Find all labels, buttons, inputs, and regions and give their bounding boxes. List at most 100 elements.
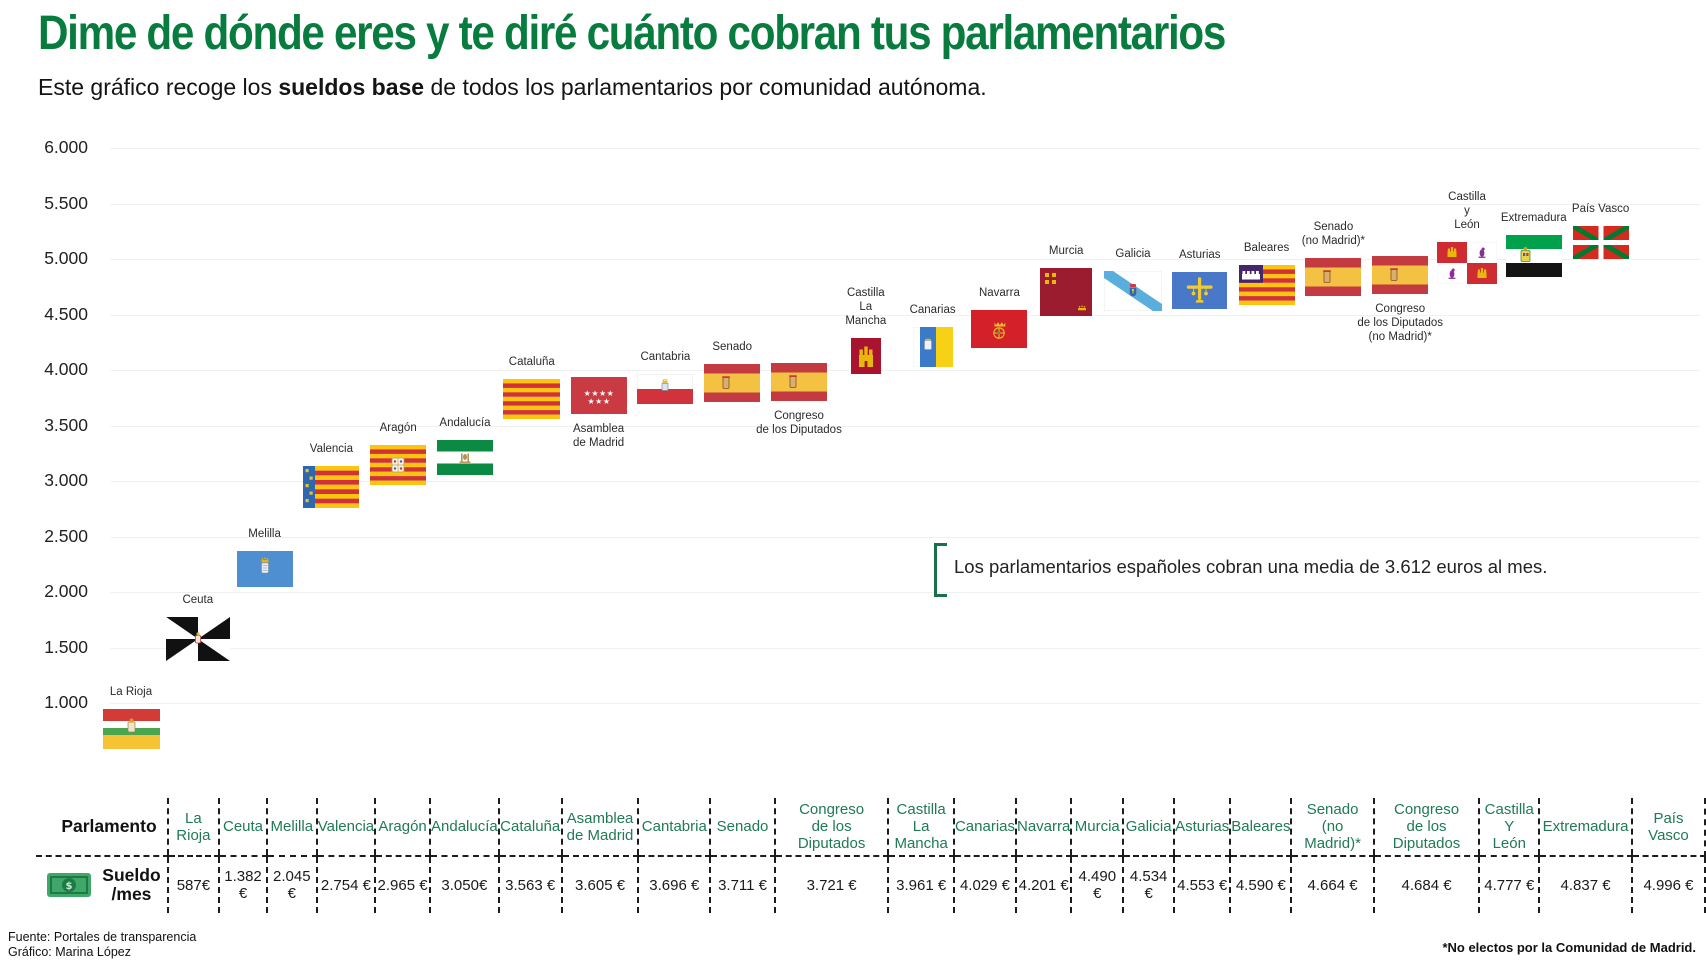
table-col-header: País Vasco <box>1630 798 1706 857</box>
table-cell-salary: 2.965 € <box>374 856 430 913</box>
annotation-text: Los parlamentarios españoles cobran una … <box>954 556 1548 577</box>
baleares-flag-icon <box>1238 264 1295 305</box>
table-col-header: Galicia <box>1122 798 1175 857</box>
table-col-header: Asamblea de Madrid <box>560 798 639 857</box>
footnote: *No electos por la Comunidad de Madrid. <box>1442 940 1696 955</box>
table-col-header: Andalucía <box>429 798 499 857</box>
castilla-la-mancha-flag-icon <box>850 338 881 375</box>
table-row-header-sueldo: $ Sueldo /mes <box>36 856 168 913</box>
aragon-flag-icon <box>370 444 427 485</box>
asturias-flag-icon <box>1172 271 1228 309</box>
table-col-header: Melilla <box>265 798 317 857</box>
table-cell-salary: 4.201 € <box>1014 856 1072 913</box>
melilla-flag-icon <box>236 551 293 587</box>
table-col-header: La Rioja <box>166 798 220 857</box>
annotation-bracket <box>934 543 947 597</box>
gridline <box>110 203 1700 205</box>
chart-point-label: Aragón <box>379 421 417 434</box>
y-axis-tick: 3.000 <box>44 470 88 490</box>
chart-point-label: Extremadura <box>1500 212 1567 225</box>
ceuta-flag-icon <box>165 616 230 661</box>
murcia-flag-icon <box>1040 267 1093 316</box>
table-col-header: Navarra <box>1014 798 1072 857</box>
y-axis-tick: 2.000 <box>44 581 88 601</box>
svg-text:★★★★: ★★★★ <box>583 389 614 398</box>
espana-flag-icon <box>771 363 827 401</box>
cataluna-flag-icon <box>503 378 561 419</box>
chart-point-label: Congreso de los Diputados (no Madrid)* <box>1357 303 1444 344</box>
chart-point-label: Galicia <box>1115 247 1151 260</box>
chart-point-label: Melilla <box>248 528 281 540</box>
chart-point-label: Castilla La Mancha <box>845 287 887 328</box>
la-rioja-flag-icon <box>102 708 160 749</box>
chart-point-label: Congreso de los Diputados <box>756 410 842 436</box>
table-cell-salary: 4.490 € <box>1070 856 1124 913</box>
table-cell-salary: 4.590 € <box>1229 856 1292 913</box>
page-title: Dime de dónde eres y te diré cuánto cobr… <box>38 7 1226 60</box>
table-cell-salary: 3.711 € <box>709 856 775 913</box>
gridline <box>110 259 1700 260</box>
espana-flag-icon <box>704 364 761 403</box>
table-cell-salary: 4.837 € <box>1538 856 1632 913</box>
money-banknote-icon: $ <box>47 873 92 897</box>
table-cell-salary: 4.534 € <box>1122 856 1175 913</box>
table-cell-salary: 4.553 € <box>1173 856 1231 913</box>
chart-point-label: Baleares <box>1243 241 1290 254</box>
table-header-row: Parlamento La Rioja Ceuta Melilla Valencia Ar… <box>36 798 1706 857</box>
table-col-header: Valencia <box>315 798 376 857</box>
table-cell-salary: 4.684 € <box>1372 856 1480 913</box>
table-col-header: Aragón <box>374 798 430 857</box>
chart-point-label: Navarra <box>978 286 1020 299</box>
gridline <box>110 148 1700 149</box>
y-axis-tick: 4.500 <box>44 303 88 324</box>
espana-flag-icon <box>1372 256 1429 295</box>
y-axis-tick: 5.500 <box>44 192 88 213</box>
gridline <box>110 481 1700 482</box>
chart-point-label: Andalucía <box>439 417 491 430</box>
gridline <box>110 592 1700 593</box>
extremadura-flag-icon <box>1505 235 1562 278</box>
chart-point-label: Valencia <box>309 443 354 456</box>
table-cell-salary: 2.754 € <box>315 856 376 913</box>
table-cell-salary: 3.605 € <box>560 856 639 913</box>
gridline <box>110 647 1700 649</box>
chart-point-label: La Rioja <box>109 685 153 698</box>
subtitle-text: Este gráfico recoge los <box>38 74 279 100</box>
table-col-header: Extremadura <box>1538 798 1632 857</box>
table-col-header: Ceuta <box>218 798 267 857</box>
navarra-flag-icon <box>971 309 1028 348</box>
y-axis-tick: 5.000 <box>44 248 88 268</box>
table-col-header: Murcia <box>1070 798 1124 857</box>
canarias-flag-icon <box>912 326 953 367</box>
madrid-flag-icon: ★★★★ ★★★ <box>570 376 627 414</box>
gridline <box>110 703 1700 704</box>
chart-point-label: Asamblea de Madrid <box>573 422 625 449</box>
chart-point-label: Cantabria <box>640 350 691 363</box>
chart-point-label: Asturias <box>1179 248 1221 261</box>
table-cell-salary: 4.996 € <box>1630 856 1706 913</box>
castilla-leon-flag-icon <box>1437 241 1497 284</box>
pais-vasco-flag-icon <box>1572 226 1629 260</box>
table-value-row: $ Sueldo /mes 587€ 1.382 €2.045 €2.754 €2.9… <box>36 856 1706 913</box>
table-cell-salary: 587€ <box>166 856 220 913</box>
table-col-header: Congreso de los Diputados <box>773 798 889 857</box>
gridline <box>110 370 1700 371</box>
svg-text:$: $ <box>66 881 73 892</box>
gridline <box>110 425 1700 427</box>
y-axis-tick: 1.500 <box>44 636 88 657</box>
y-axis-tick: 2.500 <box>44 525 88 546</box>
y-axis-tick: 6.000 <box>44 137 88 157</box>
table-col-header: Cantabria <box>637 798 711 857</box>
table-cell-salary: 4.029 € <box>952 856 1016 913</box>
gridline <box>110 536 1700 538</box>
table-cell-salary: 3.961 € <box>887 856 954 913</box>
table-col-header: Castilla La Mancha <box>887 798 954 857</box>
chart-point-label: País Vasco <box>1571 203 1630 216</box>
table-col-header: Senado <box>709 798 775 857</box>
chart-point-label: Canarias <box>909 303 956 316</box>
table-cell-salary: 1.382 € <box>218 856 267 913</box>
gridline <box>110 314 1700 316</box>
table-cell-salary: 4.777 € <box>1478 856 1540 913</box>
svg-text:★★★: ★★★ <box>587 397 610 406</box>
